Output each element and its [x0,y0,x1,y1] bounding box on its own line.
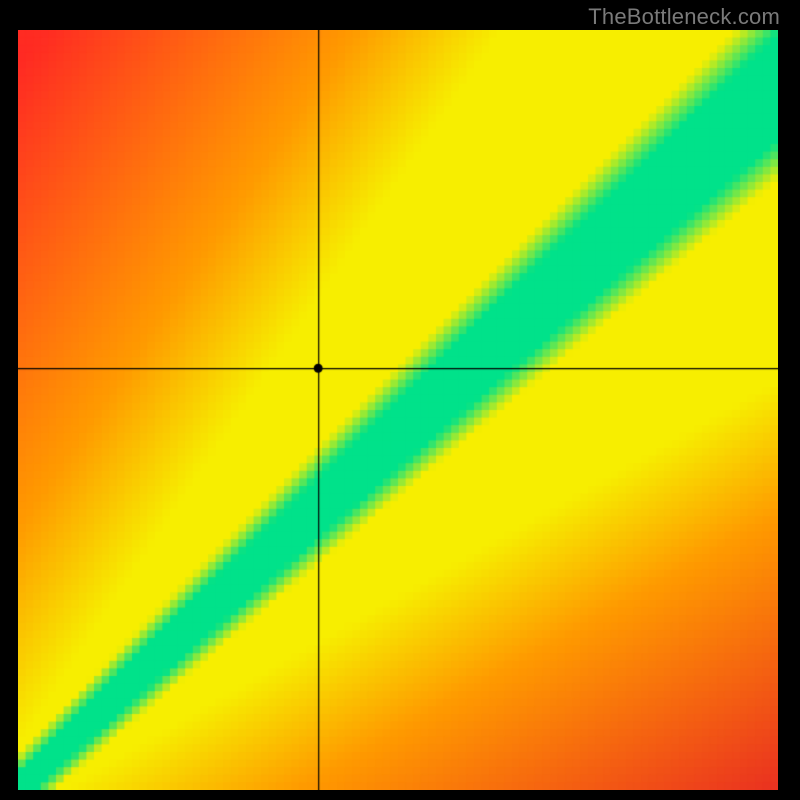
chart-container: TheBottleneck.com [0,0,800,800]
watermark-text: TheBottleneck.com [588,4,780,30]
bottleneck-heatmap [18,30,778,790]
